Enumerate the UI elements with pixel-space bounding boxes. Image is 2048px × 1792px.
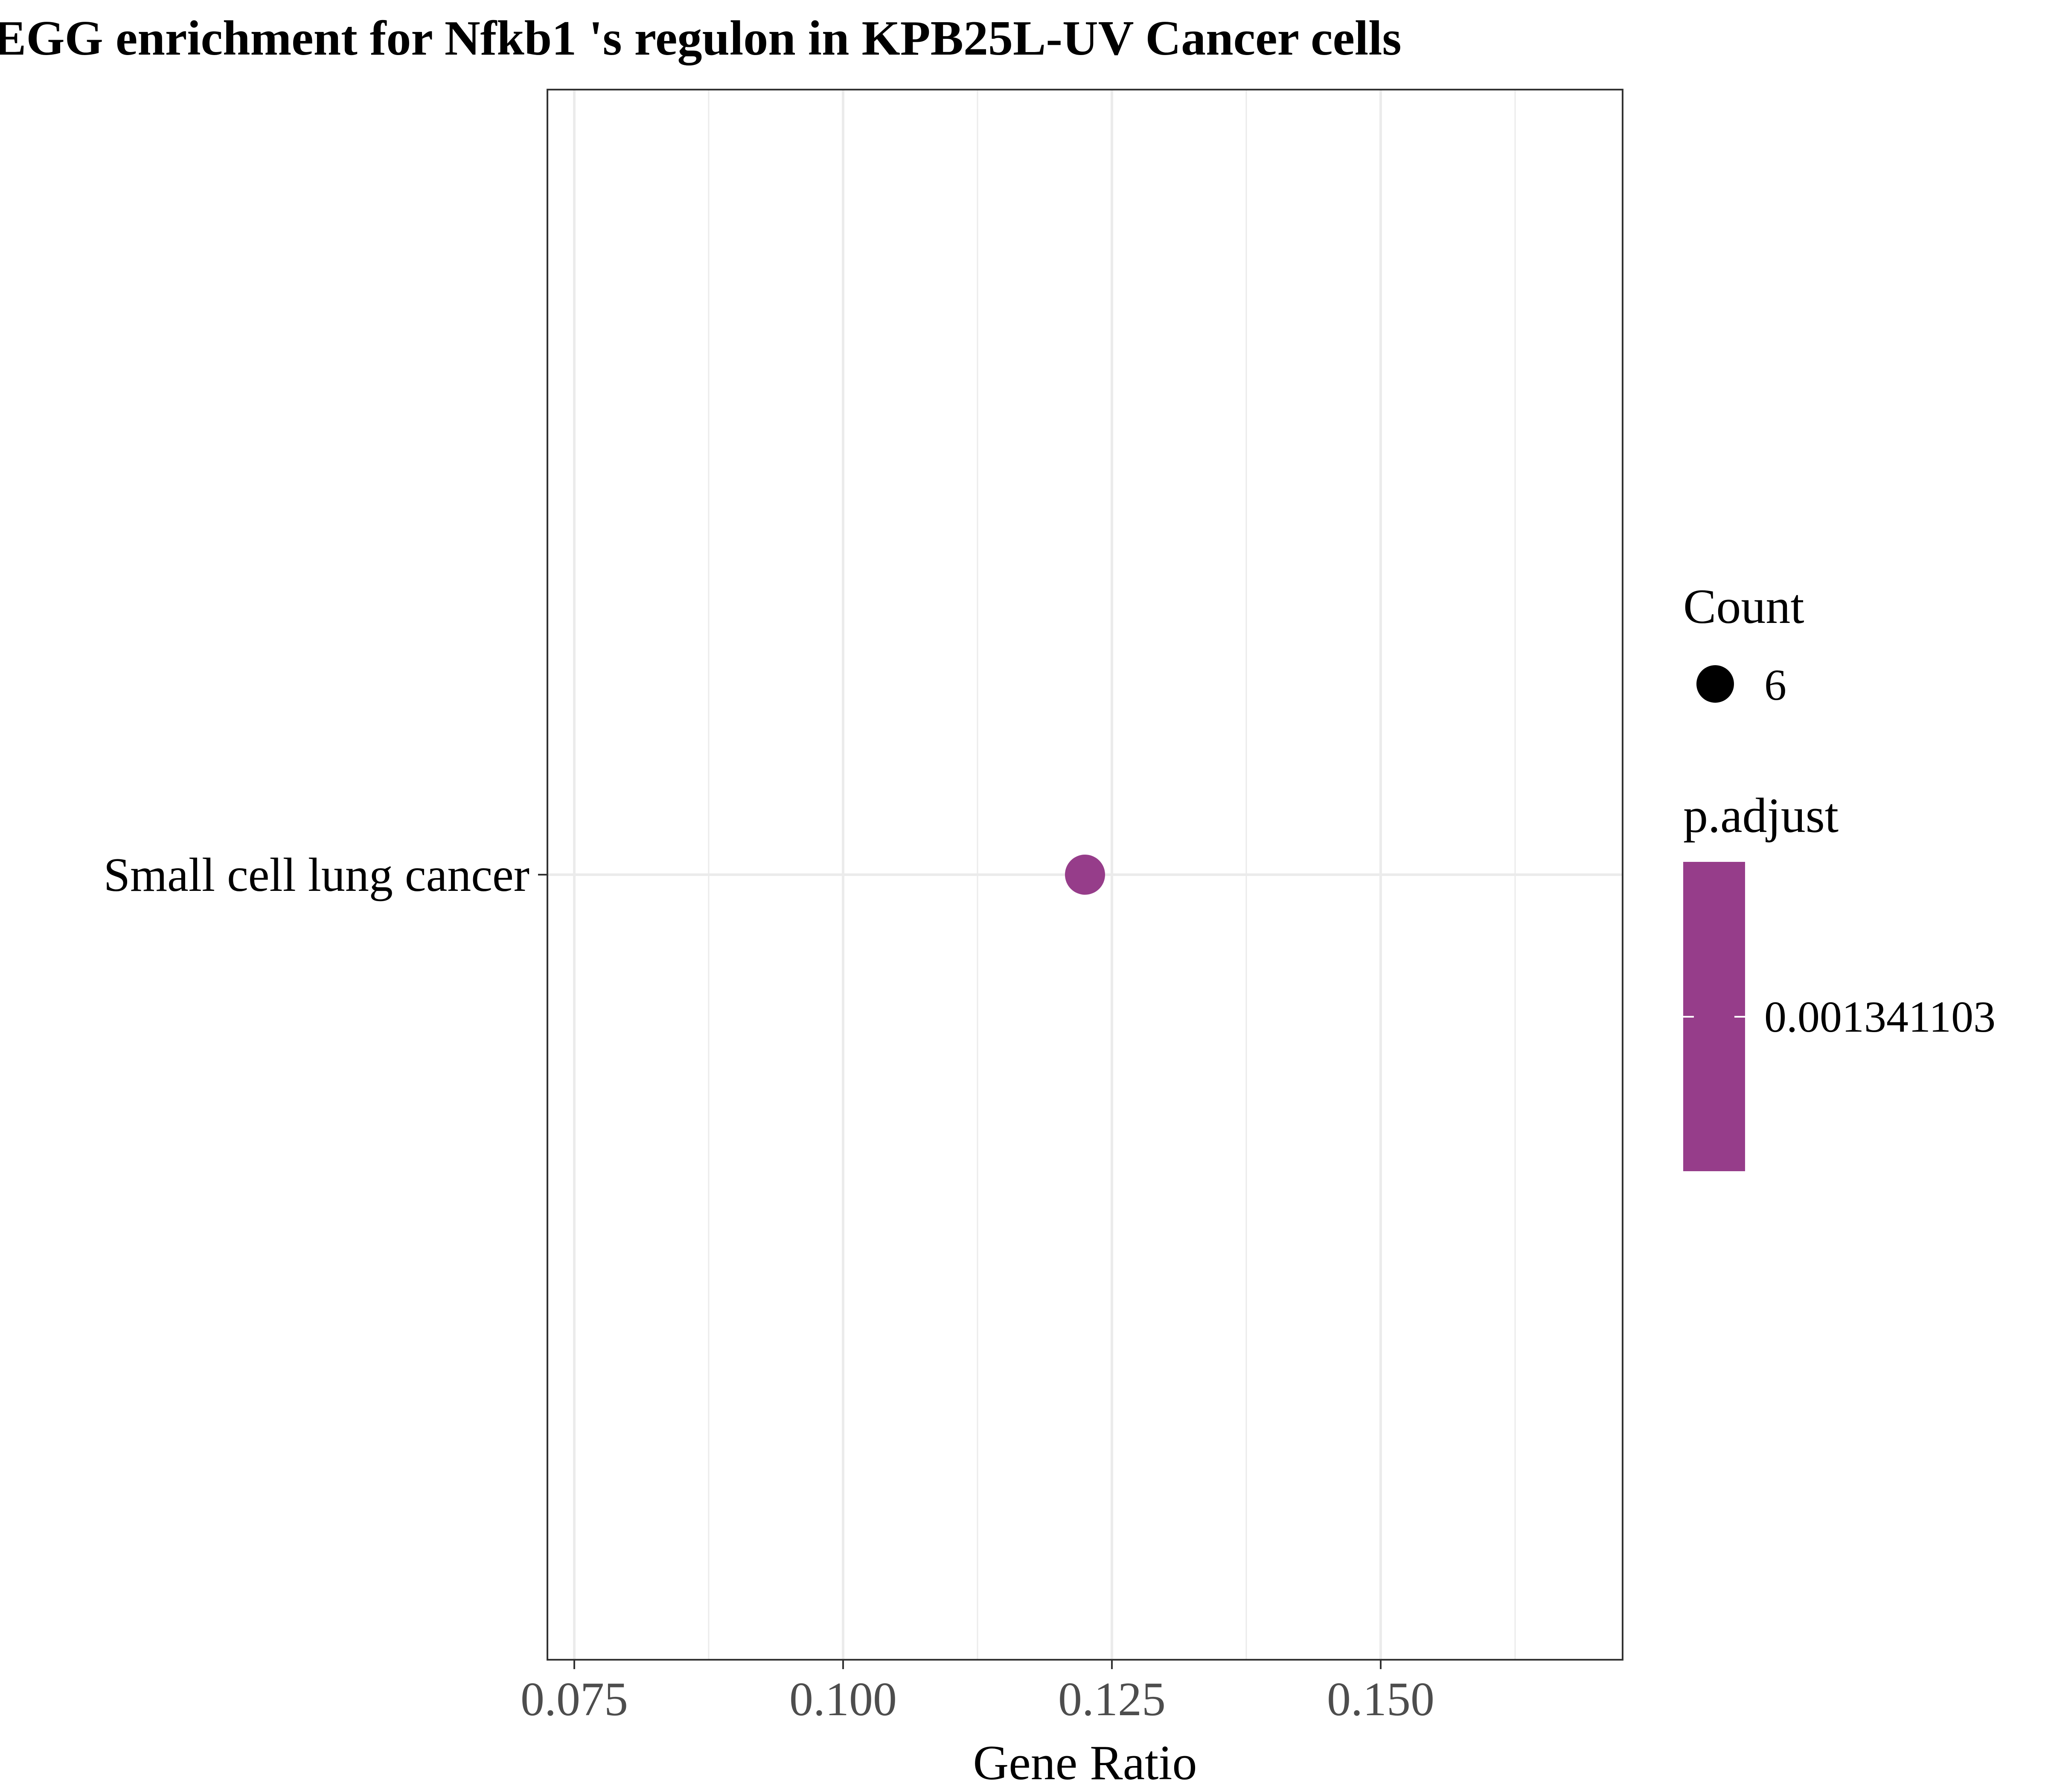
x-tick-label: 0.075 — [521, 1673, 628, 1726]
legend: Count 6 p.adjust 0.001341103 — [1683, 579, 1996, 1171]
plot-panel — [547, 89, 1623, 1661]
y-category-label: Small cell lung cancer — [104, 849, 529, 902]
x-tick-label: 0.100 — [789, 1673, 897, 1726]
chart-title: EGG enrichment for Nfkb1 's regulon in K… — [0, 11, 1402, 66]
legend-count-symbol — [1696, 665, 1734, 703]
legend-padjust-title: p.adjust — [1683, 788, 1839, 843]
y-axis: Small cell lung cancer — [104, 849, 547, 902]
legend-count-label: 6 — [1764, 660, 1786, 710]
major-gridlines — [547, 90, 1623, 1660]
data-point — [1065, 855, 1105, 895]
legend-count-title: Count — [1683, 579, 1804, 634]
x-tick-label: 0.150 — [1327, 1673, 1434, 1726]
points-layer — [1065, 855, 1105, 895]
legend-padjust-label: 0.001341103 — [1764, 992, 1996, 1041]
x-axis-title: Gene Ratio — [973, 1736, 1197, 1790]
x-axis: 0.075 0.100 0.125 0.150 — [521, 1660, 1434, 1726]
x-tick-label: 0.125 — [1058, 1673, 1166, 1726]
